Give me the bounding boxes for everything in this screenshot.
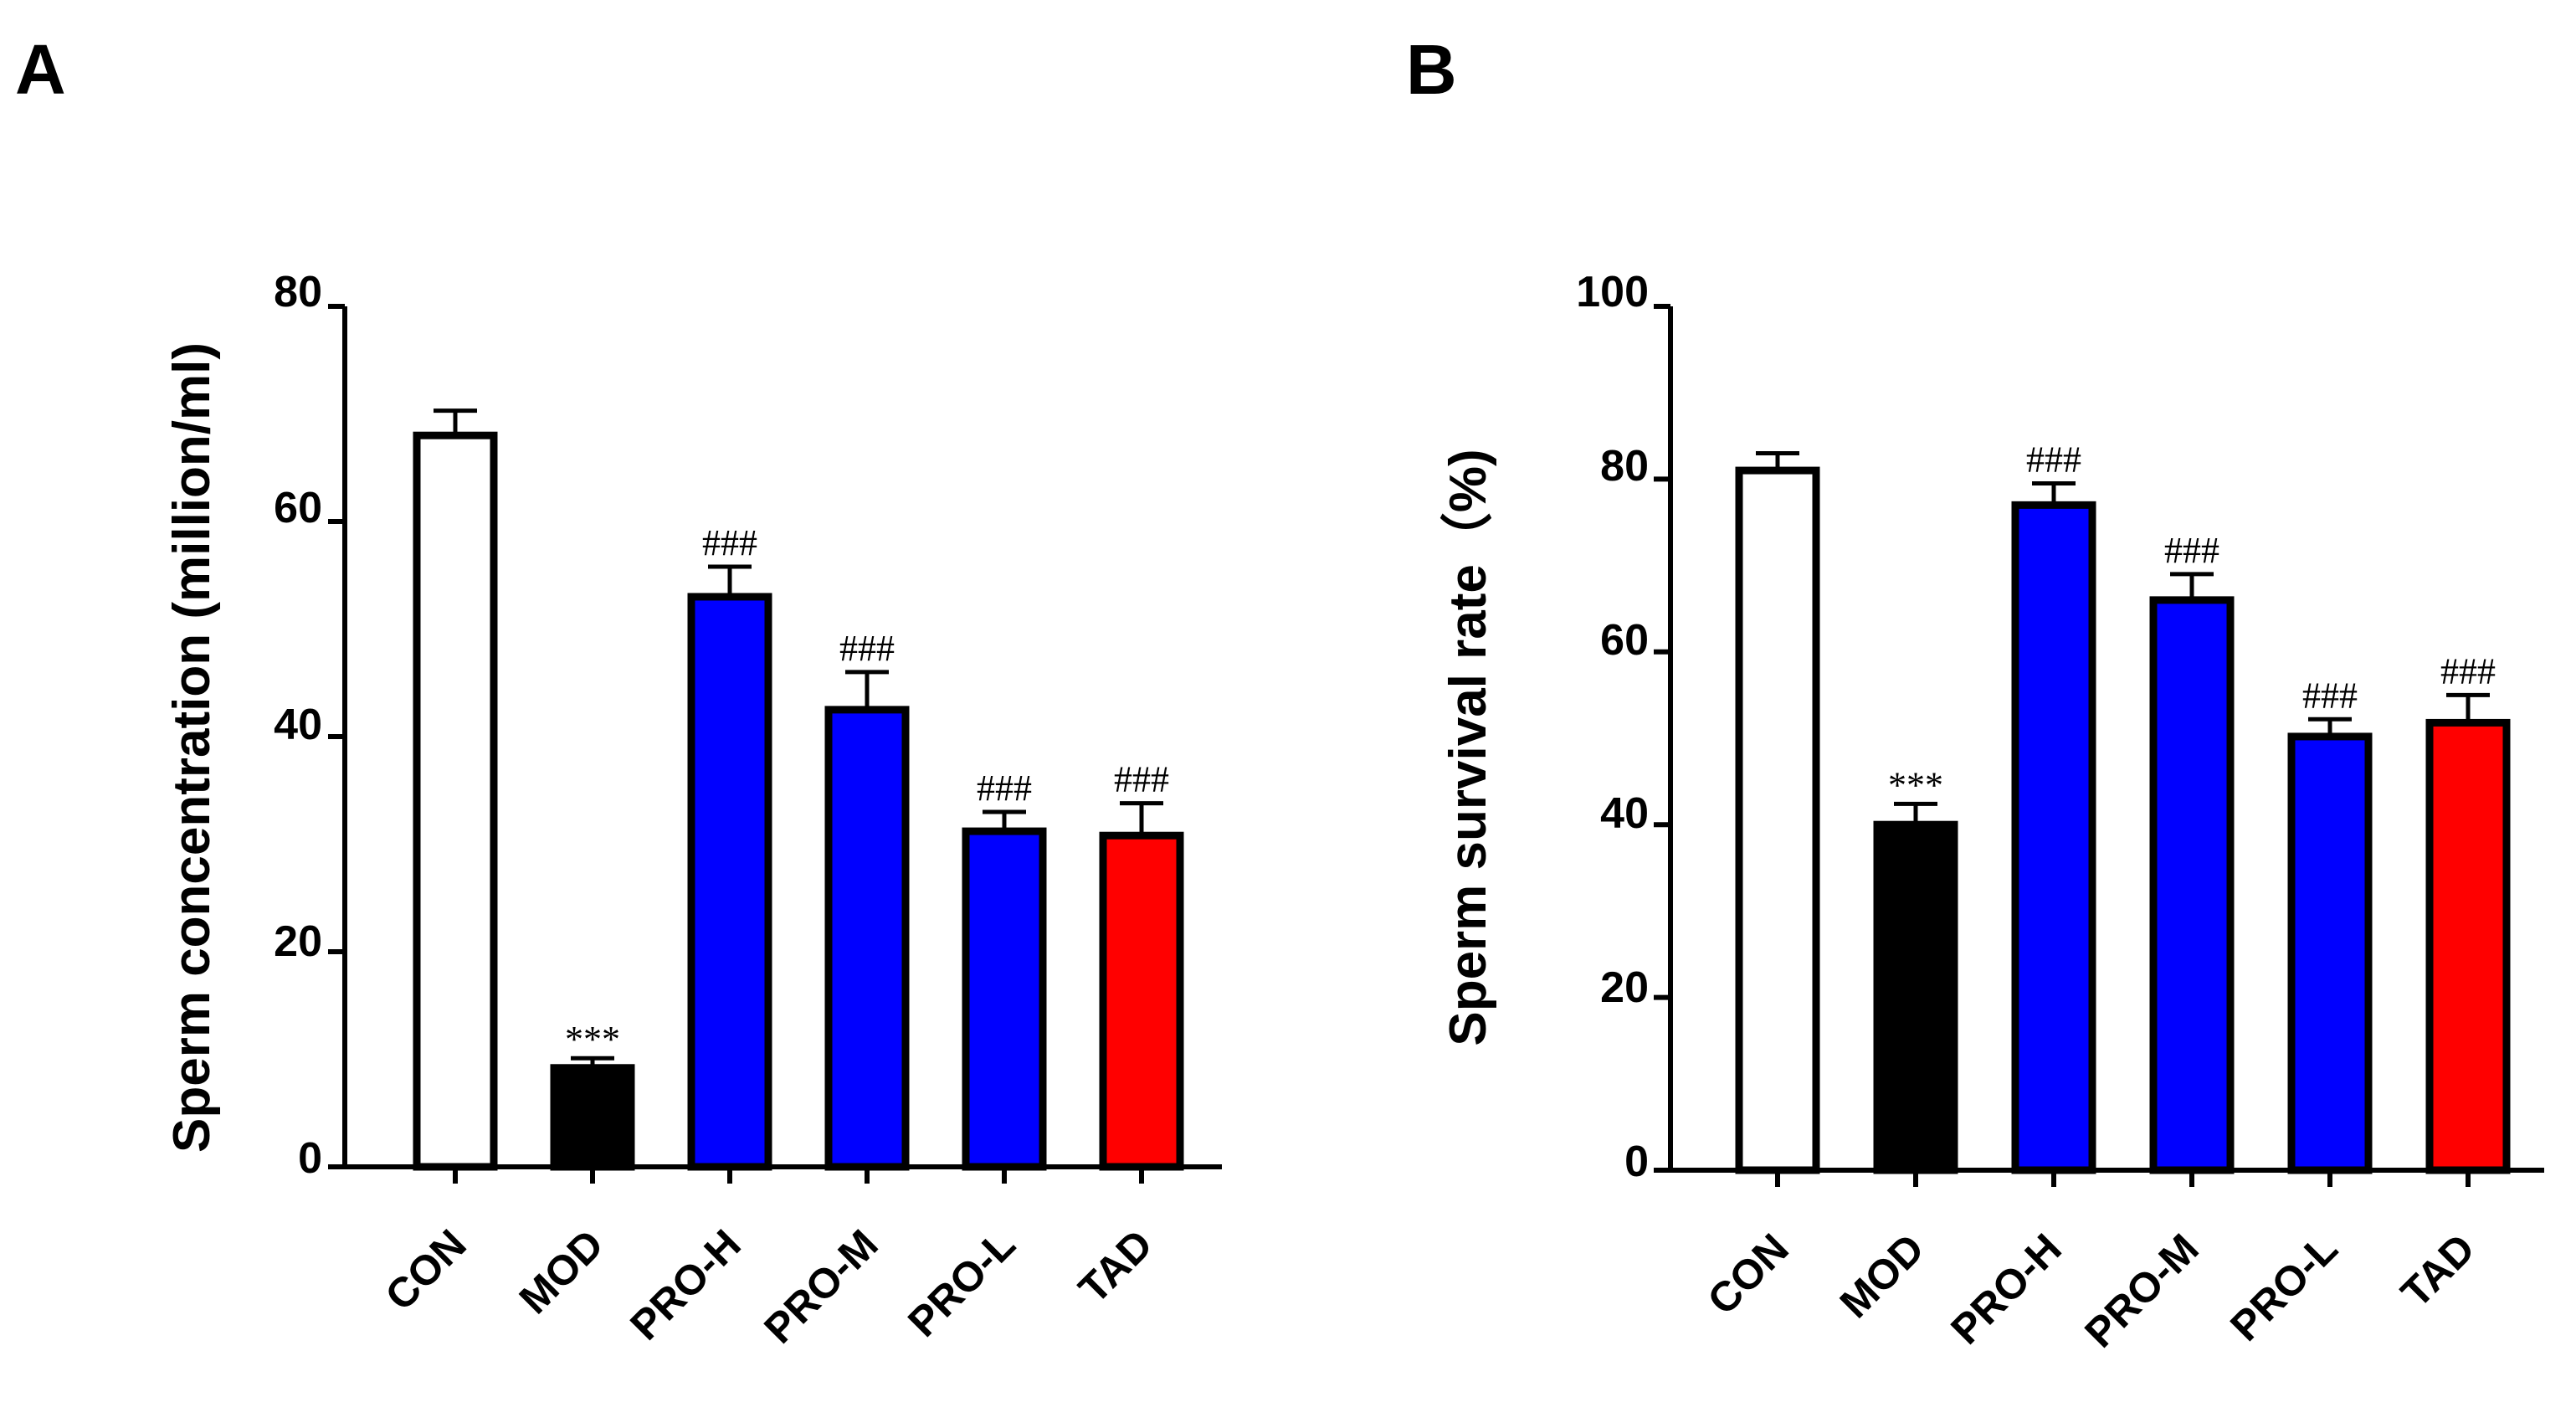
panel-b-x-tick: MOD — [1831, 1225, 1933, 1327]
panel-a-x-tick: MOD — [511, 1220, 613, 1323]
panel-b-significance-label: ### — [2026, 439, 2081, 480]
panel-b-bar-pro-l — [2287, 732, 2373, 1174]
panel-a-y-tick: 40 — [274, 701, 322, 749]
panel-a-bar-mod — [550, 1064, 635, 1171]
panel-b-bar-pro-h — [2011, 501, 2096, 1174]
panel-a-significance-label: ### — [977, 768, 1032, 809]
panel-b-bar-con — [1735, 466, 1820, 1174]
panel-b-x-tick: PRO-H — [1942, 1225, 2071, 1354]
panel-b-bar-tad — [2425, 718, 2511, 1174]
panel-b: B Sperm survival rate（%) 0 20 40 60 80 1… — [1406, 30, 2544, 1357]
panel-b-significance-label: ### — [2440, 650, 2496, 691]
panel-a-x-tick: CON — [377, 1220, 475, 1319]
panel-b-plot-area: *** ### ### ### ### — [1654, 304, 2544, 1187]
panel-b-bar-mod — [1873, 820, 1958, 1174]
panel-a-letter: A — [15, 30, 66, 109]
panel-a-significance-label: ### — [839, 628, 895, 669]
panel-a-x-ticks: CON MOD PRO-H PRO-M PRO-L TAD — [377, 1220, 1162, 1352]
panel-b-x-tick: PRO-M — [2076, 1225, 2207, 1356]
panel-b-y-tick: 100 — [1576, 268, 1649, 316]
panel-a-bar-pro-h — [687, 593, 772, 1171]
panel-b-x-tick: TAD — [2392, 1225, 2484, 1317]
panel-a-plot-area: *** ### ### ### ### — [328, 304, 1222, 1184]
panel-a-y-axis-label: Sperm concentration (million/ml) — [163, 342, 221, 1153]
panel-b-x-tick: CON — [1699, 1225, 1798, 1323]
panel-a-y-tick: 80 — [274, 268, 322, 316]
panel-b-y-axis-label: Sperm survival rate（%) — [1439, 449, 1497, 1045]
panel-b-x-tick: PRO-L — [2221, 1225, 2347, 1350]
panel-a: A Sperm concentration (million/ml) 0 20 … — [15, 30, 1222, 1353]
panel-a-significance-label: ### — [702, 522, 757, 563]
panel-a-bar-con — [413, 431, 498, 1171]
panel-a-x-tick: PRO-M — [755, 1220, 886, 1352]
panel-a-x-tick: PRO-L — [899, 1220, 1024, 1346]
panel-b-significance-label: *** — [1888, 764, 1943, 805]
panel-a-y-tick: 20 — [274, 917, 322, 966]
panel-b-y-tick: 60 — [1600, 616, 1649, 665]
panel-b-significance-label: ### — [2164, 530, 2219, 571]
panel-a-bar-tad — [1099, 831, 1184, 1171]
panel-b-y-tick: 0 — [1624, 1138, 1649, 1186]
panel-a-bar-pro-l — [962, 827, 1047, 1171]
panel-a-bar-pro-m — [824, 706, 910, 1171]
panel-b-y-tick: 40 — [1600, 789, 1649, 838]
panel-a-x-tick: PRO-H — [621, 1220, 750, 1349]
panel-a-y-tick: 60 — [274, 484, 322, 532]
panel-b-y-tick: 20 — [1600, 963, 1649, 1012]
panel-a-y-tick: 0 — [298, 1134, 322, 1183]
panel-a-x-tick: TAD — [1070, 1220, 1162, 1312]
panel-b-significance-label: ### — [2302, 675, 2358, 716]
panel-b-y-tick: 80 — [1600, 442, 1649, 491]
panel-b-bar-pro-m — [2149, 596, 2235, 1174]
panel-b-letter: B — [1406, 30, 1457, 109]
panel-b-x-ticks: CON MOD PRO-H PRO-M PRO-L TAD — [1699, 1225, 2484, 1356]
panel-b-y-ticks: 0 20 40 60 80 100 — [1576, 268, 1649, 1186]
panel-a-y-ticks: 0 20 40 60 80 — [274, 268, 322, 1183]
panel-a-significance-label: ### — [1114, 759, 1169, 800]
panel-a-significance-label: *** — [565, 1019, 620, 1060]
